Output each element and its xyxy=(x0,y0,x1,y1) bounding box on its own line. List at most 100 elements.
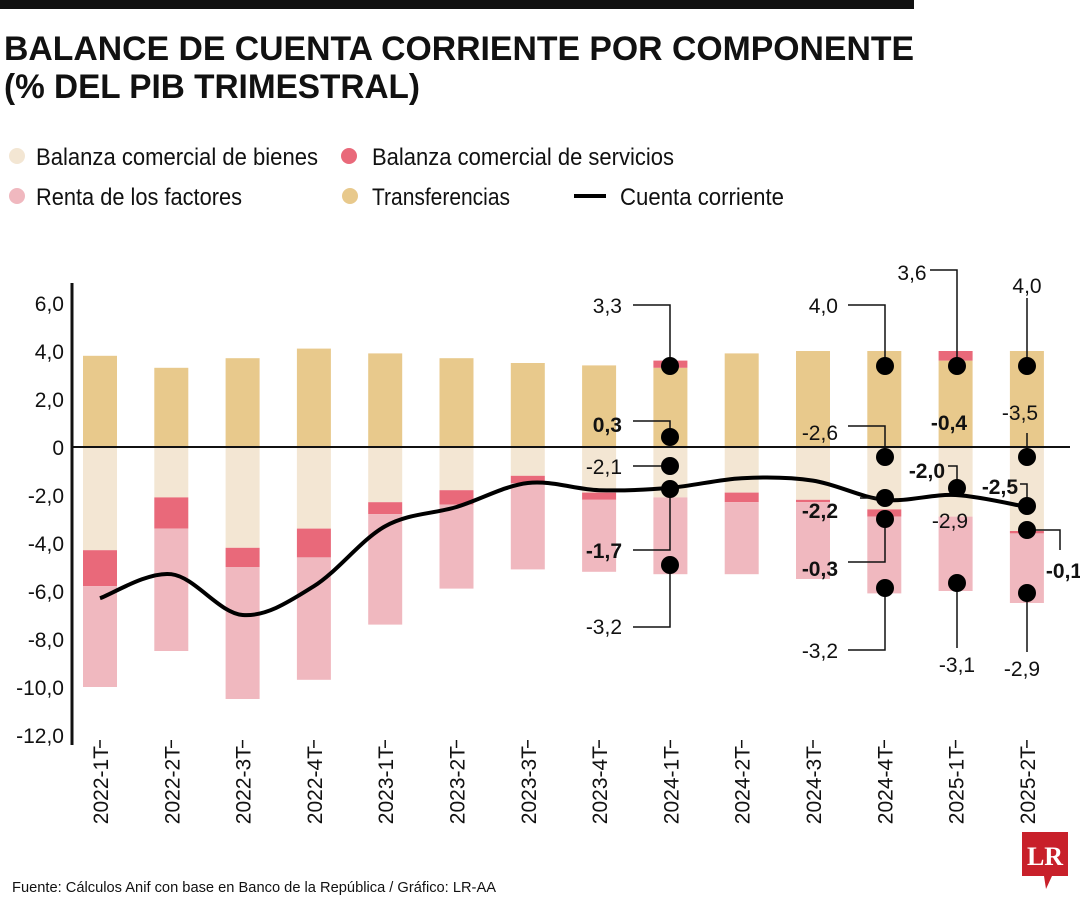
annotation-dot xyxy=(876,448,894,466)
annotation-label: -0,1 xyxy=(1046,560,1080,583)
annotation-label: -0,4 xyxy=(931,412,968,435)
annotation-label: 0,3 xyxy=(593,414,622,437)
annotation-dot xyxy=(661,457,679,475)
annotation-leader xyxy=(848,304,886,366)
x-tick-label: 2023-1T xyxy=(375,746,398,824)
annotation: -2,1 xyxy=(586,456,679,479)
annotation-label: -3,5 xyxy=(1002,402,1038,425)
annotation-leader xyxy=(633,565,671,628)
annotation: -3,1 xyxy=(939,574,975,677)
bar-servicios xyxy=(796,499,830,503)
annotation: -2,2 xyxy=(802,489,894,523)
axes: 6,0 4,0 2,0 0 -2,0 -4,0 -6,0 -8,0 -10,0 -12,0 2022… xyxy=(16,283,1070,824)
annotation-label: 3,3 xyxy=(593,295,622,318)
annotation-label: -2,5 xyxy=(982,476,1019,499)
bar-servicios xyxy=(439,490,474,505)
annotation-leader xyxy=(848,588,886,651)
bar-servicios xyxy=(154,497,189,529)
bar-transferencias xyxy=(83,355,117,447)
annotation: 4,0 xyxy=(1012,275,1042,375)
y-tick-label: 4,0 xyxy=(35,341,64,364)
bar-renta xyxy=(439,504,474,589)
bar-transferencias xyxy=(724,353,759,447)
annotation: -0,3 xyxy=(802,510,894,581)
bar-servicios xyxy=(225,547,260,567)
bar-renta xyxy=(154,528,189,651)
x-tick-label: 2023-4T xyxy=(589,746,612,824)
bar-servicios xyxy=(296,528,331,558)
lr-logo: LR xyxy=(1022,832,1068,889)
annotation-label: -2,6 xyxy=(802,422,838,445)
annotation-dot xyxy=(661,428,679,446)
annotation: 3,3 xyxy=(593,295,679,375)
legend-item-cuenta-corriente: Cuenta corriente xyxy=(574,184,784,211)
annotation-dot xyxy=(1018,497,1036,515)
x-tick-label: 2022-3T xyxy=(233,746,256,824)
annotation-label: 4,0 xyxy=(809,295,838,318)
y-tick-label: 6,0 xyxy=(35,293,64,316)
annotation: -2,5 xyxy=(982,476,1036,515)
annotation-leader xyxy=(848,425,886,457)
annotation: -0,4 xyxy=(931,412,968,435)
bar-bienes xyxy=(724,447,759,493)
annotation-label: -0,3 xyxy=(802,558,838,581)
annotation: -0,1 xyxy=(1018,521,1080,583)
legend-label: Transferencias xyxy=(372,184,510,211)
legend: Balanza comercial de bienes Balanza come… xyxy=(9,144,784,211)
legend-swatch-bienes xyxy=(9,148,25,164)
annotation-leader xyxy=(633,304,671,366)
bar-transferencias xyxy=(154,367,189,447)
annotation-dot xyxy=(876,510,894,528)
bar-renta xyxy=(510,483,545,570)
annotation-label: -3,2 xyxy=(802,640,838,663)
legend-swatch-servicios xyxy=(341,148,357,164)
bar-servicios xyxy=(938,351,973,361)
legend-swatch-renta xyxy=(9,188,25,204)
bar-servicios xyxy=(83,550,117,587)
x-tick-label: 2025-1T xyxy=(946,746,969,824)
y-tick-label: -2,0 xyxy=(28,485,64,508)
bar-bienes xyxy=(83,447,117,551)
bar-bienes xyxy=(296,447,331,529)
annotation-label: -3,2 xyxy=(586,616,622,639)
annotation-dot xyxy=(948,357,966,375)
chart-title-line2: (% DEL PIB TRIMESTRAL) xyxy=(4,68,420,106)
bar-transferencias xyxy=(796,351,830,447)
annotation-leader xyxy=(633,489,671,551)
annotation: -2,6 xyxy=(802,422,894,466)
annotation-dot xyxy=(661,357,679,375)
annotation-label: -3,1 xyxy=(939,654,975,677)
x-tick-label: 2024-3T xyxy=(803,746,826,824)
annotation-label: -2,9 xyxy=(1004,658,1040,681)
annotation-label: -2,1 xyxy=(586,456,622,479)
bar-renta xyxy=(83,586,117,687)
legend-label: Balanza comercial de servicios xyxy=(372,144,674,171)
logo-text: LR xyxy=(1027,842,1063,871)
annotation-dot xyxy=(1018,448,1036,466)
x-tick-label: 2025-2T xyxy=(1017,746,1040,824)
annotation: 3,6 xyxy=(897,262,966,375)
annotation: -2,9 xyxy=(1004,584,1040,681)
annotation-dot xyxy=(1018,521,1036,539)
bar-bienes xyxy=(368,447,403,503)
legend-label: Balanza comercial de bienes xyxy=(36,144,318,171)
legend-label: Renta de los factores xyxy=(36,184,242,211)
x-tick-label: 2024-1T xyxy=(660,746,683,824)
annotation-dot xyxy=(1018,357,1036,375)
annotation-dot xyxy=(661,556,679,574)
bar-renta xyxy=(368,514,403,625)
bar-transferencias xyxy=(582,365,617,447)
bar-renta xyxy=(225,567,260,699)
bar-transferencias xyxy=(368,353,403,447)
annotation-label: 3,6 xyxy=(897,262,926,285)
bar-servicios xyxy=(510,475,545,483)
top-rule xyxy=(0,0,914,9)
bar-transferencias xyxy=(296,348,331,447)
legend-item-transferencias: Transferencias xyxy=(342,184,510,211)
legend-item-bienes: Balanza comercial de bienes xyxy=(9,144,318,171)
annotation-label: -2,2 xyxy=(802,500,838,523)
x-tick-label: 2022-4T xyxy=(304,746,327,824)
annotation-leader xyxy=(930,269,958,366)
bars xyxy=(83,348,1044,699)
bar-bienes xyxy=(582,447,617,493)
